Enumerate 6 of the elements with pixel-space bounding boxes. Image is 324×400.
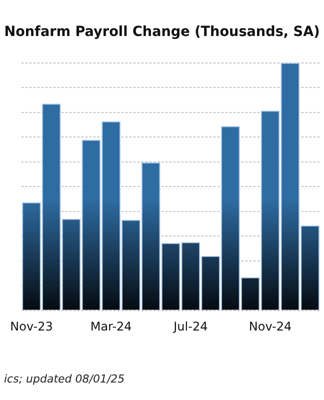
x-tick-label: Nov-24 (248, 320, 292, 334)
x-tick-label: Mar-24 (90, 320, 132, 334)
x-tick-label: Jul-24 (172, 320, 208, 334)
chart-title: Nonfarm Payroll Change (Thousands, SA) (4, 24, 320, 40)
x-tick-label: Nov-23 (10, 320, 53, 334)
text: ics; updated 08/01/25 (4, 372, 125, 386)
